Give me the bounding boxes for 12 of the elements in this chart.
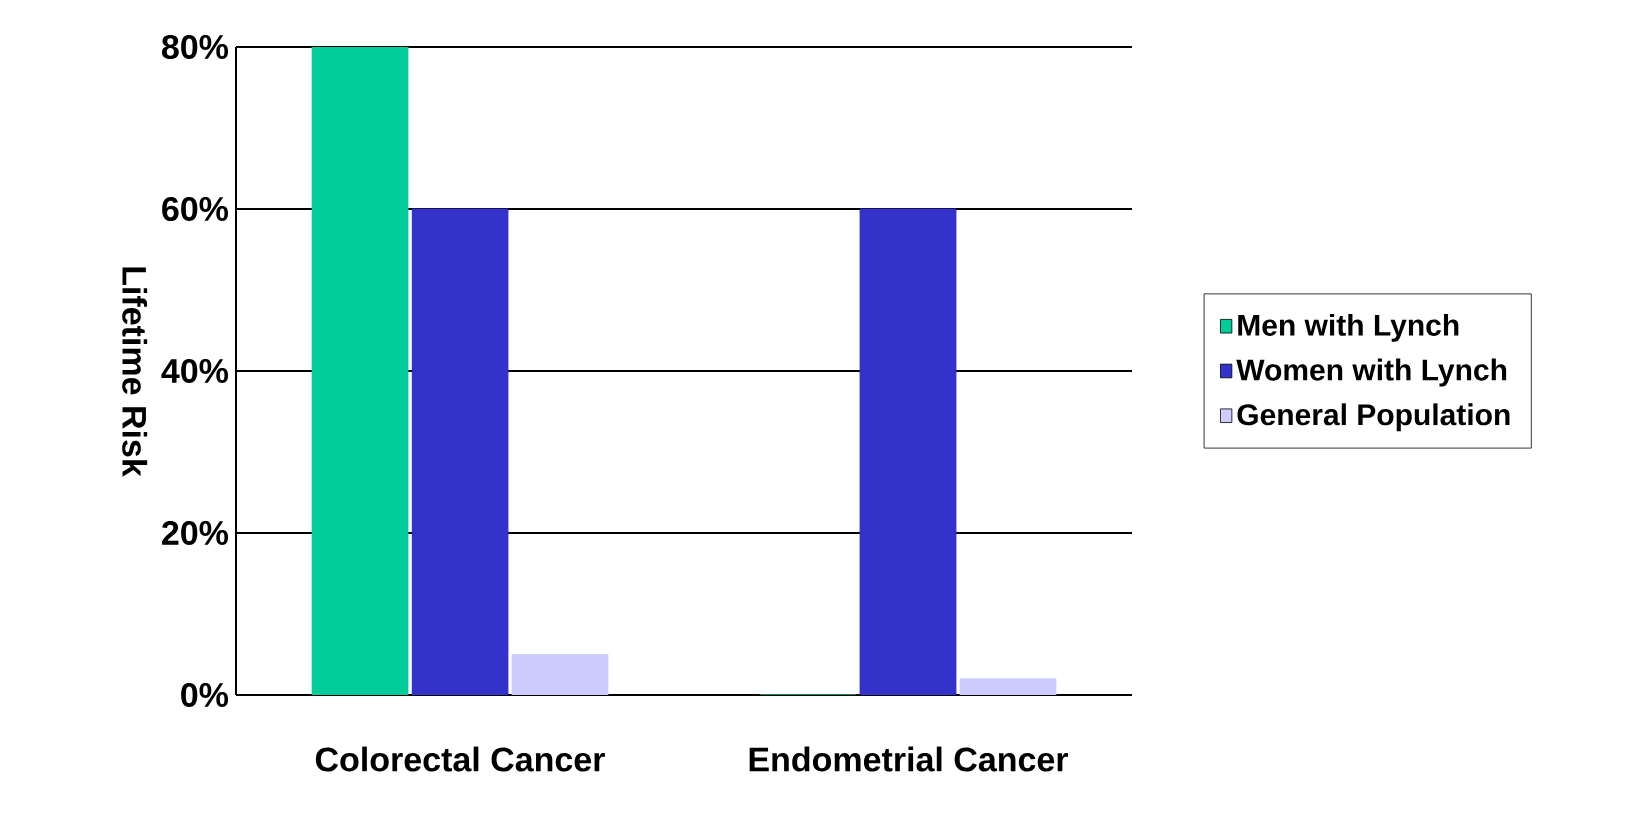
- x-tick-label: Endometrial Cancer: [749, 746, 1069, 772]
- y-tick-label: 40%: [161, 358, 229, 384]
- x-tick-label: Colorectal Cancer: [315, 746, 605, 772]
- y-tick-label: 0%: [181, 682, 229, 708]
- y-tick-label: 60%: [162, 196, 229, 222]
- y-tick-label: 80%: [161, 34, 229, 60]
- y-tick-label: 20%: [162, 520, 229, 546]
- legend-label: Men with Lynch: [1238, 313, 1459, 342]
- y-axis-title: Lifetime Risk: [122, 267, 148, 477]
- bar: [311, 46, 409, 695]
- legend-label: Women with Lynch: [1236, 358, 1507, 387]
- legend-label: General Population: [1237, 403, 1510, 432]
